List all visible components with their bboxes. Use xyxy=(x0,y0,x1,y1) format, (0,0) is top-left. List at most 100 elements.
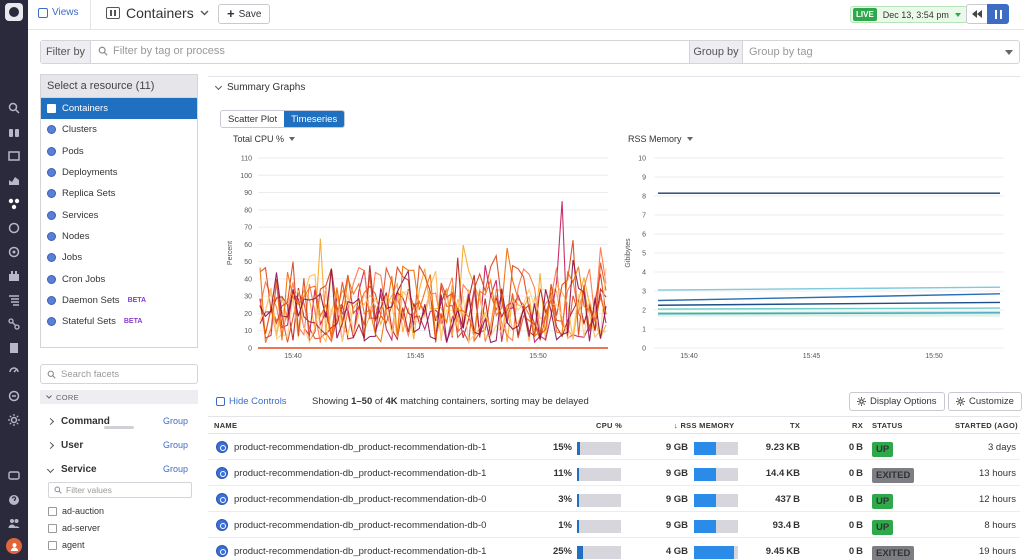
resource-label: Pods xyxy=(62,145,84,157)
graph-type-toggle: Scatter Plot Timeseries xyxy=(220,110,346,128)
value-checkbox[interactable]: ad-server xyxy=(48,523,100,533)
caret-down-icon[interactable] xyxy=(1005,50,1013,55)
resource-item-jobs[interactable]: Jobs xyxy=(41,247,197,268)
filter-values-input[interactable]: Filter values xyxy=(48,482,192,498)
started-value: 19 hours xyxy=(979,546,1016,557)
memory-series-line xyxy=(657,307,1001,310)
tx-number: 9.45 xyxy=(765,546,785,557)
integrations-icon[interactable] xyxy=(6,268,22,284)
views-button[interactable]: Views xyxy=(38,7,79,18)
network-icon[interactable] xyxy=(6,316,22,332)
tab-scatter-plot[interactable]: Scatter Plot xyxy=(221,111,285,127)
pause-button[interactable] xyxy=(987,4,1009,24)
infrastructure-icon[interactable] xyxy=(6,196,22,212)
page-title-dropdown[interactable]: Containers xyxy=(106,5,209,21)
y-tick-label: 110 xyxy=(241,156,252,163)
table-row[interactable]: product-recommendation-db_product-recomm… xyxy=(208,460,1020,486)
resource-item-deployments[interactable]: Deployments xyxy=(41,162,197,183)
resource-item-nodes[interactable]: Nodes xyxy=(41,226,197,247)
binoculars-icon[interactable] xyxy=(6,124,22,140)
kubernetes-icon xyxy=(47,210,56,220)
table-row[interactable]: product-recommendation-db_product-recomm… xyxy=(208,512,1020,538)
datadog-logo[interactable] xyxy=(5,3,23,21)
chevron-right-icon xyxy=(46,441,55,449)
cpu-bar-fill xyxy=(577,468,580,481)
chart-icon[interactable] xyxy=(6,172,22,188)
facet-command[interactable]: Command Group xyxy=(40,412,198,430)
checkbox[interactable] xyxy=(48,540,57,550)
display-options-button[interactable]: Display Options xyxy=(849,392,945,411)
apm-icon[interactable] xyxy=(6,220,22,236)
resource-item-replica-sets[interactable]: Replica Sets xyxy=(41,183,197,204)
resource-item-stateful-sets[interactable]: Stateful Sets BETA xyxy=(41,311,197,332)
search-facets-input[interactable]: Search facets xyxy=(40,364,198,384)
filter-input[interactable]: Filter by tag or process xyxy=(98,45,225,57)
memory-bar-fill xyxy=(694,442,716,455)
rewind-button[interactable] xyxy=(966,4,988,24)
customize-button[interactable]: Customize xyxy=(948,392,1022,411)
cpu-series-line xyxy=(259,247,607,344)
col-cpu[interactable]: CPU % xyxy=(596,420,623,430)
rx-number: 0 xyxy=(848,468,855,479)
cpu-value: 1% xyxy=(558,520,572,531)
search-icon[interactable] xyxy=(6,100,22,116)
dashboard-icon[interactable] xyxy=(6,148,22,164)
chat-icon[interactable] xyxy=(6,468,22,484)
rum-icon[interactable] xyxy=(6,388,22,404)
container-name[interactable]: product-recommendation-db_product-recomm… xyxy=(234,546,487,557)
container-name[interactable]: product-recommendation-db_product-recomm… xyxy=(234,494,487,505)
y-tick-label: 70 xyxy=(244,225,252,232)
kubernetes-icon xyxy=(47,295,56,305)
resource-item-containers[interactable]: Containers xyxy=(41,98,197,120)
col-rss-memory[interactable]: ↓ RSS MEMORY xyxy=(674,421,734,430)
kubernetes-icon xyxy=(47,104,56,114)
table-row[interactable]: product-recommendation-db_product-recomm… xyxy=(208,434,1020,460)
col-name[interactable]: NAME xyxy=(214,420,238,430)
cpu-graph-title[interactable]: Total CPU % xyxy=(233,134,296,144)
col-started[interactable]: STARTED (AGO) xyxy=(955,420,1018,430)
cpu-bar-fill xyxy=(577,494,579,507)
resource-item-services[interactable]: Services xyxy=(41,204,197,225)
save-button[interactable]: + Save xyxy=(218,4,271,24)
synthetics-icon[interactable] xyxy=(6,364,22,380)
container-name[interactable]: product-recommendation-db_product-recomm… xyxy=(234,442,487,453)
resource-item-cron-jobs[interactable]: Cron Jobs xyxy=(41,268,197,289)
facet-group-link[interactable]: Group xyxy=(162,416,188,426)
value-checkbox[interactable]: ad-auction xyxy=(48,506,104,516)
table-row[interactable]: product-recommendation-db_product-recomm… xyxy=(208,486,1020,512)
core-section-header[interactable]: CORE xyxy=(40,390,198,404)
y-tick-label: 10 xyxy=(638,156,646,163)
help-icon[interactable] xyxy=(6,492,22,508)
tab-timeseries[interactable]: Timeseries xyxy=(284,111,345,127)
col-tx[interactable]: TX xyxy=(790,420,801,430)
logs-icon[interactable] xyxy=(6,292,22,308)
col-status[interactable]: STATUS xyxy=(872,420,903,430)
team-icon[interactable] xyxy=(6,515,22,531)
resource-item-clusters[interactable]: Clusters xyxy=(41,119,197,140)
group-by-input[interactable]: Group by tag xyxy=(749,46,813,58)
settings-icon[interactable] xyxy=(6,412,22,428)
facet-group-link[interactable]: Group xyxy=(162,464,188,474)
memory-bar-fill xyxy=(694,520,716,533)
value-checkbox[interactable]: agent xyxy=(48,540,85,550)
memory-graph-title[interactable]: RSS Memory xyxy=(628,134,693,144)
container-name[interactable]: product-recommendation-db_product-recomm… xyxy=(234,468,487,479)
resource-item-pods[interactable]: Pods xyxy=(41,141,197,162)
resize-handle[interactable] xyxy=(104,426,134,429)
hide-controls-button[interactable]: Hide Controls xyxy=(216,396,287,407)
resource-item-daemon-sets[interactable]: Daemon Sets BETA xyxy=(41,290,197,311)
time-picker[interactable]: LIVE Dec 13, 3:54 pm xyxy=(850,6,968,23)
security-icon[interactable] xyxy=(6,244,22,260)
user-avatar[interactable] xyxy=(6,538,22,554)
container-name[interactable]: product-recommendation-db_product-recomm… xyxy=(234,520,487,531)
checkbox[interactable] xyxy=(48,506,57,516)
facet-group-link[interactable]: Group xyxy=(162,440,188,450)
started-value: 13 hours xyxy=(979,468,1016,479)
col-rx[interactable]: RX xyxy=(852,420,864,430)
summary-graphs-toggle[interactable]: Summary Graphs xyxy=(214,82,305,93)
facet-service[interactable]: Service Group xyxy=(40,460,198,478)
table-row[interactable]: product-recommendation-db_product-recomm… xyxy=(208,538,1020,560)
checkbox[interactable] xyxy=(48,523,57,533)
facet-user[interactable]: User Group xyxy=(40,436,198,454)
notebook-icon[interactable] xyxy=(6,340,22,356)
